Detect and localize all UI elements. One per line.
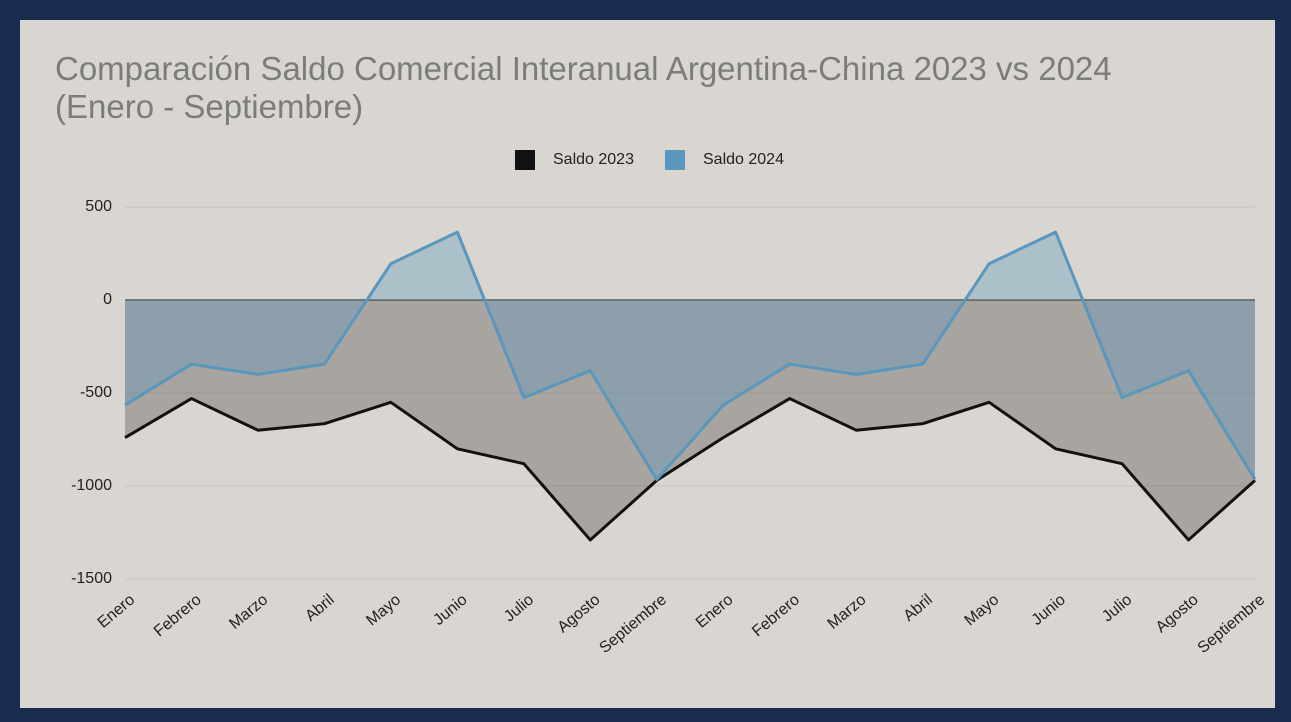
legend-swatch	[515, 150, 535, 170]
y-tick-label: -1000	[71, 477, 112, 494]
x-tick-label: Junio	[430, 591, 470, 629]
area-fill	[125, 232, 1255, 480]
legend-label: Saldo 2023	[553, 151, 634, 168]
x-tick-label: Febrero	[749, 591, 803, 640]
chart-title: Comparación Saldo Comercial Interanual A…	[55, 50, 1112, 125]
x-tick-label: Junio	[1029, 591, 1069, 629]
y-tick-label: -1500	[71, 570, 112, 587]
legend-label: Saldo 2024	[703, 151, 784, 168]
x-tick-label: Abril	[302, 591, 337, 625]
x-tick-label: Septiembre	[596, 591, 670, 657]
x-tick-label: Mayo	[363, 591, 404, 629]
x-tick-label: Septiembre	[1195, 591, 1269, 657]
x-tick-label: Julio	[1099, 591, 1135, 625]
x-tick-label: Marzo	[824, 591, 869, 633]
area-fill	[125, 300, 1255, 540]
series-line	[124, 397, 1257, 542]
x-tick-label: Agosto	[1153, 591, 1202, 636]
y-tick-label: -500	[80, 384, 112, 401]
x-tick-label: Abril	[900, 591, 935, 625]
x-tick-label: Mayo	[962, 591, 1003, 629]
x-tick-label: Enero	[95, 591, 139, 632]
x-tick-label: Julio	[501, 591, 537, 625]
x-tick-label: Agosto	[554, 591, 603, 636]
legend-swatch	[665, 150, 685, 170]
y-tick-label: 500	[85, 198, 112, 215]
series-line	[124, 230, 1257, 481]
x-tick-label: Marzo	[226, 591, 271, 633]
y-tick-label: 0	[103, 291, 112, 308]
x-tick-label: Febrero	[151, 591, 205, 640]
chart-panel: Comparación Saldo Comercial Interanual A…	[20, 20, 1275, 708]
x-tick-label: Enero	[693, 591, 737, 632]
